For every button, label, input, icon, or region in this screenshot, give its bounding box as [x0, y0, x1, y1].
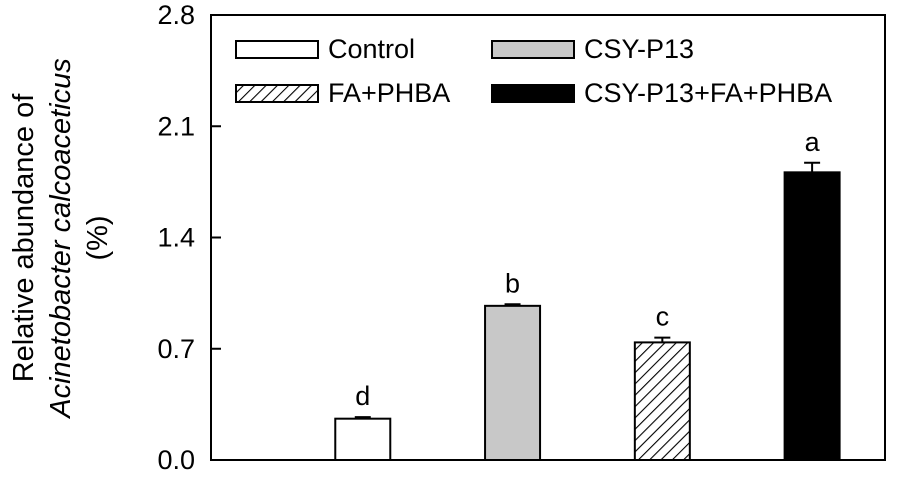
legend-label-3: CSY-P13+FA+PHBA [584, 78, 832, 108]
y-axis-label-line-1: Relative abundance of [8, 93, 40, 383]
legend-swatch-3 [491, 84, 575, 103]
bars-group: d b c a [334, 127, 841, 462]
significance-letter-3: a [805, 127, 821, 157]
legend-swatch-0 [235, 40, 319, 59]
y-tick-label: 1.4 [157, 223, 195, 253]
y-axis-label-line-2: Acinetobacter calcoaceticus [45, 58, 77, 419]
bar-2 [633, 341, 691, 461]
y-tick-label: 2.8 [157, 0, 195, 30]
y-tick-label: 0.0 [157, 445, 195, 475]
bar-3 [783, 171, 841, 461]
y-tick-label: 0.7 [157, 334, 195, 364]
legend-label-2: FA+PHBA [328, 78, 450, 108]
y-axis-label-line-3: (%) [82, 215, 114, 260]
bar-0 [334, 417, 392, 461]
legend-swatch-2 [235, 84, 319, 103]
legend: Control CSY-P13 FA+PHBA CSY-P13+FA+PHBA [235, 34, 832, 108]
legend-label-1: CSY-P13 [584, 34, 694, 64]
significance-letter-0: d [355, 381, 370, 411]
y-tick-label: 2.1 [157, 111, 195, 141]
significance-letter-1: b [505, 268, 520, 298]
bar-1 [484, 304, 542, 462]
y-axis-ticks: 0.0 0.7 1.4 2.1 2.8 [157, 0, 221, 475]
significance-letter-2: c [656, 302, 670, 332]
legend-label-0: Control [328, 34, 415, 64]
legend-swatch-1 [491, 40, 575, 59]
